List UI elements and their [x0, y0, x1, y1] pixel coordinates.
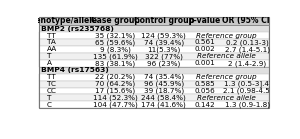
- Text: 0.002: 0.002: [194, 46, 215, 52]
- Text: AA: AA: [47, 46, 57, 52]
- Text: 135 (61.9%): 135 (61.9%): [93, 53, 137, 60]
- Text: 74 (39.4%): 74 (39.4%): [144, 39, 184, 46]
- Bar: [39, 101, 269, 108]
- Text: 83 (38.1%): 83 (38.1%): [95, 60, 135, 67]
- Text: Case group: Case group: [91, 16, 140, 25]
- Text: OR (95% CI): OR (95% CI): [222, 16, 273, 25]
- Text: 11(5.3%): 11(5.3%): [147, 46, 181, 53]
- Text: 65 (59.6%): 65 (59.6%): [95, 39, 135, 46]
- Text: TT: TT: [47, 74, 56, 80]
- Text: 0.561: 0.561: [194, 39, 215, 45]
- Text: Reference group: Reference group: [196, 74, 256, 80]
- Bar: [39, 60, 269, 67]
- Text: 35 (32.1%): 35 (32.1%): [95, 32, 135, 39]
- Text: 22 (20.2%): 22 (20.2%): [95, 74, 135, 80]
- Text: p-value: p-value: [189, 16, 221, 25]
- Text: 2.1 (0.98-4.5): 2.1 (0.98-4.5): [223, 88, 272, 94]
- Text: 2 (1.4-2.9): 2 (1.4-2.9): [229, 60, 267, 67]
- Text: 124 (59.3%): 124 (59.3%): [142, 32, 186, 39]
- Text: 2.7 (1.4-5.1): 2.7 (1.4-5.1): [225, 46, 270, 53]
- Text: Control group: Control group: [134, 16, 194, 25]
- Text: 96 (23%): 96 (23%): [147, 60, 181, 67]
- Bar: [39, 94, 269, 101]
- Text: T: T: [47, 53, 51, 59]
- Text: C: C: [47, 102, 52, 108]
- Bar: [39, 74, 269, 81]
- Text: 114 (52.3%): 114 (52.3%): [93, 95, 137, 101]
- Text: 39 (18.7%): 39 (18.7%): [144, 88, 184, 94]
- Text: 17 (15.6%): 17 (15.6%): [95, 88, 135, 94]
- Text: A: A: [47, 60, 52, 66]
- Text: 244 (58.4%): 244 (58.4%): [142, 95, 186, 101]
- Bar: [39, 88, 269, 94]
- Text: CC: CC: [47, 88, 57, 94]
- Text: 1.3 (0.9-1.8): 1.3 (0.9-1.8): [225, 102, 270, 108]
- Text: 74 (35.4%): 74 (35.4%): [144, 74, 184, 80]
- Text: 174 (41.6%): 174 (41.6%): [142, 102, 186, 108]
- Text: TA: TA: [47, 39, 56, 45]
- Text: 0.142: 0.142: [194, 102, 215, 108]
- Bar: [39, 81, 269, 88]
- Text: 0.585: 0.585: [194, 81, 215, 87]
- Text: 96 (45.9%): 96 (45.9%): [144, 81, 184, 87]
- Bar: [39, 53, 269, 60]
- Bar: [39, 32, 269, 39]
- Text: 322 (77%): 322 (77%): [145, 53, 183, 60]
- Text: BMP2 (rs235768): BMP2 (rs235768): [40, 26, 113, 32]
- Text: BMP4 (rs17563): BMP4 (rs17563): [40, 67, 108, 73]
- Text: Reference allele: Reference allele: [197, 53, 256, 59]
- Bar: [39, 17, 269, 108]
- Bar: [39, 46, 269, 53]
- Text: Genotype/allele: Genotype/allele: [30, 16, 98, 25]
- Text: 0.2 (0.13-3): 0.2 (0.13-3): [226, 39, 269, 46]
- Bar: [39, 39, 269, 46]
- Text: 9 (8.3%): 9 (8.3%): [100, 46, 130, 53]
- Text: T: T: [47, 95, 51, 101]
- Text: 0.056: 0.056: [194, 88, 215, 94]
- Text: TC: TC: [47, 81, 56, 87]
- Bar: [39, 17, 269, 25]
- Text: 0.001: 0.001: [194, 60, 215, 66]
- Text: Reference group: Reference group: [196, 33, 256, 39]
- Text: 70 (64.2%): 70 (64.2%): [95, 81, 135, 87]
- Bar: [39, 67, 269, 74]
- Text: 104 (47.7%): 104 (47.7%): [93, 102, 137, 108]
- Text: 1.3 (0.5-3].4): 1.3 (0.5-3].4): [224, 81, 272, 87]
- Text: Reference allele: Reference allele: [197, 95, 256, 101]
- Bar: [39, 25, 269, 32]
- Text: TT: TT: [47, 33, 56, 39]
